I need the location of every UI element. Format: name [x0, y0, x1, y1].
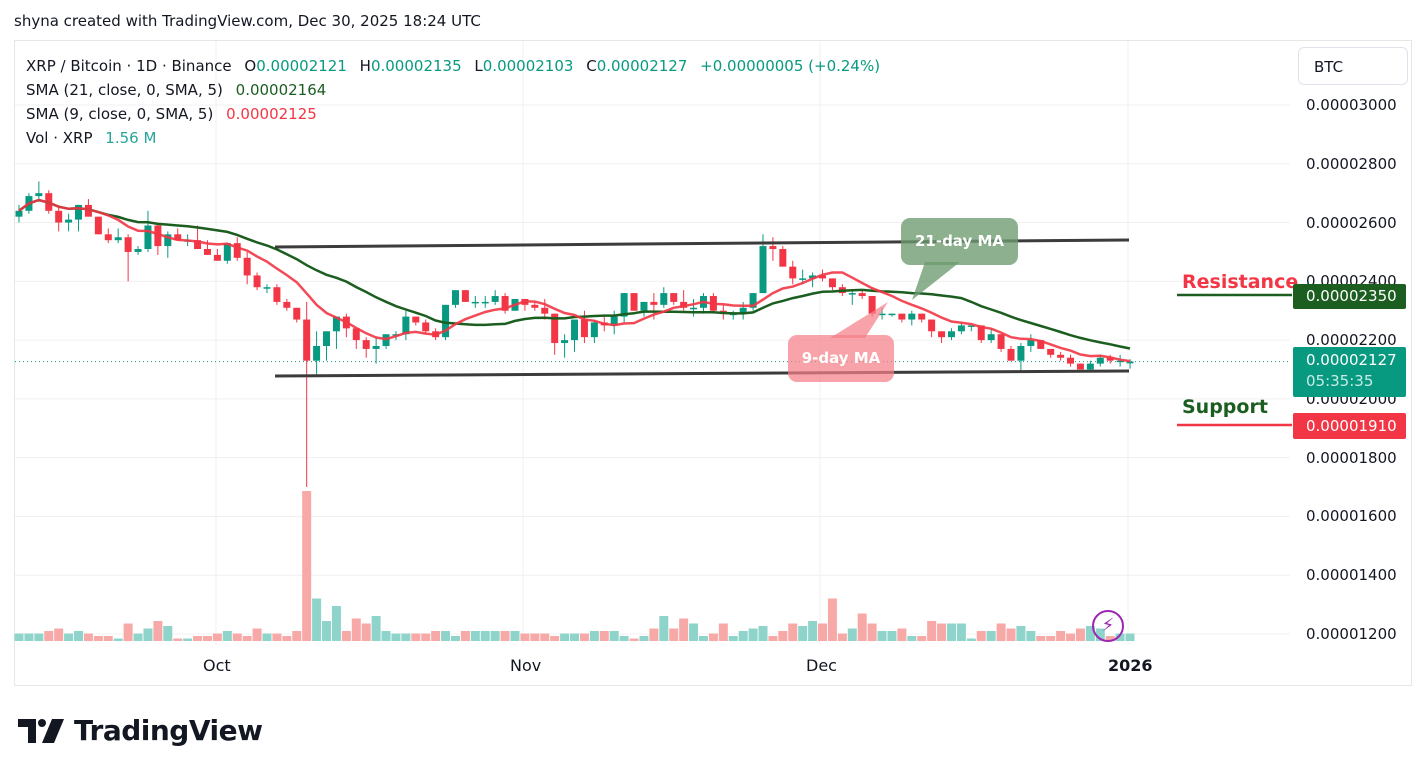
chart-frame	[14, 40, 1412, 686]
open-value: 0.00002121	[256, 57, 347, 75]
tradingview-logo: TradingView	[18, 714, 263, 747]
current-price: 0.00002127	[1306, 351, 1397, 369]
support-label: Support	[1182, 396, 1268, 418]
tradingview-logo-icon	[18, 718, 64, 743]
change-value: +0.00000005 (+0.24%)	[700, 57, 881, 75]
candle-countdown: 05:35:35	[1306, 372, 1374, 390]
sma21-row[interactable]: SMA (21, close, 0, SMA, 5) 0.00002164	[26, 81, 327, 99]
time-tick: Dec	[806, 656, 837, 675]
high-value: 0.00002135	[370, 57, 462, 75]
time-tick: Oct	[203, 656, 231, 675]
price-tick: 0.00002600	[1306, 213, 1397, 232]
volume-row[interactable]: Vol · XRP 1.56 M	[26, 129, 157, 147]
lightning-icon[interactable]: ⚡	[1092, 610, 1124, 642]
chart-credit: shyna created with TradingView.com, Dec …	[14, 12, 481, 30]
price-tick: 0.00002800	[1306, 154, 1397, 173]
price-tick: 0.00003000	[1306, 96, 1397, 114]
price-tick: 0.00001800	[1306, 448, 1397, 467]
chart-legend: XRP / Bitcoin · 1D · Binance O0.00002121…	[26, 54, 880, 150]
sma9-value: 0.00002125	[226, 105, 317, 123]
price-tick: 0.00001400	[1306, 566, 1397, 585]
price-tick: 0.00001600	[1306, 507, 1397, 526]
sma9-row[interactable]: SMA (9, close, 0, SMA, 5) 0.00002125	[26, 105, 317, 123]
price-tick: 0.00002200	[1306, 331, 1397, 350]
sma21-value: 0.00002164	[235, 81, 327, 99]
volume-value: 1.56 M	[105, 129, 157, 147]
price-tick: 0.00001200	[1306, 625, 1397, 643]
support-price-badge: 0.00001910	[1293, 413, 1406, 439]
current-price-badge: 0.00002127 05:35:35	[1293, 347, 1406, 397]
low-value: 0.00002103	[482, 57, 574, 75]
close-value: 0.00002127	[596, 57, 688, 75]
ma9-callout[interactable]: 9-day MA	[788, 335, 894, 382]
symbol-row[interactable]: XRP / Bitcoin · 1D · Binance O0.00002121…	[26, 57, 881, 75]
ma21-callout[interactable]: 21-day MA	[901, 218, 1018, 265]
logo-text: TradingView	[74, 714, 263, 747]
resistance-price-badge: 0.00002350	[1293, 284, 1406, 309]
time-tick: Nov	[510, 656, 542, 675]
time-tick: 2026	[1108, 656, 1153, 675]
symbol-title[interactable]: XRP / Bitcoin · 1D · Binance	[26, 57, 232, 75]
resistance-label: Resistance	[1182, 271, 1299, 293]
currency-unit-button[interactable]: BTC	[1298, 47, 1408, 85]
